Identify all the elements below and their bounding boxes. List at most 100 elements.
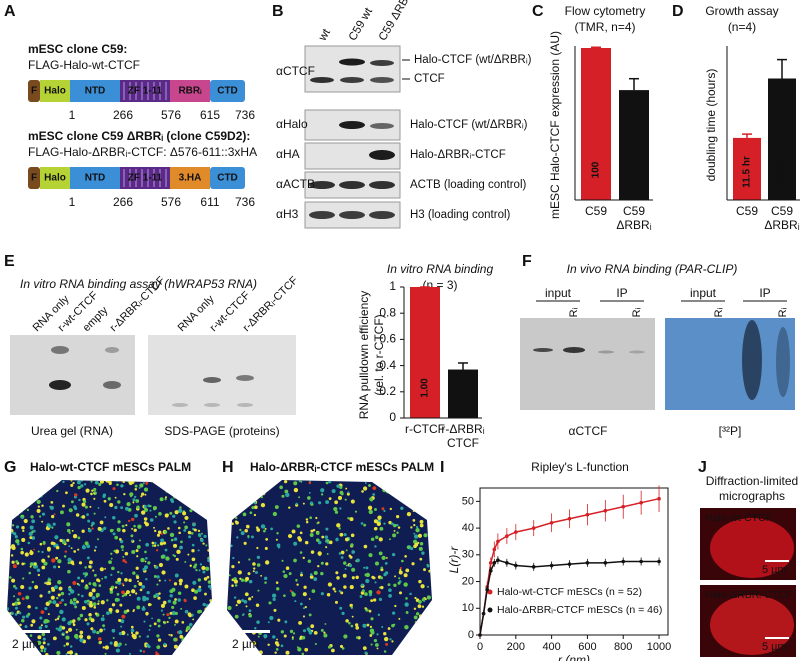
localization	[133, 495, 137, 499]
localization	[39, 515, 42, 518]
localization	[192, 580, 197, 585]
localization	[235, 604, 238, 607]
localization	[68, 531, 71, 534]
localization	[325, 500, 330, 505]
localization	[184, 646, 187, 649]
localization	[31, 580, 35, 584]
localization	[130, 534, 134, 538]
localization	[359, 595, 363, 598]
localization	[209, 587, 212, 590]
localization	[363, 486, 368, 491]
localization	[393, 530, 396, 532]
value-label: 22.5 hr	[777, 156, 788, 188]
localization	[378, 537, 383, 542]
localization	[65, 642, 70, 646]
localization	[169, 532, 175, 538]
y-tick-label: 0	[389, 410, 396, 424]
localization	[102, 646, 105, 649]
localization	[334, 590, 337, 593]
localization	[302, 502, 305, 505]
localization	[370, 537, 375, 542]
localization	[11, 560, 15, 564]
localization	[77, 548, 80, 551]
localization	[230, 652, 235, 655]
point	[531, 565, 536, 569]
localization	[170, 498, 174, 502]
localization	[347, 516, 350, 520]
localization	[193, 528, 197, 532]
localization	[68, 592, 71, 596]
localization	[29, 562, 34, 567]
localization	[13, 532, 17, 536]
localization	[104, 516, 107, 519]
localization	[404, 555, 407, 558]
localization	[15, 560, 19, 564]
localization	[164, 530, 168, 534]
localization	[121, 595, 124, 598]
y-tick-label: 0.8	[379, 305, 396, 319]
localization	[253, 501, 257, 505]
y-axis-label: RNA pulldown efficiency	[357, 291, 371, 420]
localization	[84, 505, 88, 509]
domain	[120, 167, 170, 189]
localization	[9, 576, 12, 579]
localization	[79, 613, 84, 618]
category-label: ΔRBRᵢ	[764, 218, 799, 232]
localization	[86, 635, 91, 640]
band	[103, 381, 121, 389]
localization	[236, 599, 242, 604]
localization	[21, 537, 26, 543]
localization	[98, 637, 102, 641]
localization	[202, 621, 207, 626]
localization	[202, 495, 207, 500]
localization	[153, 508, 156, 511]
localization	[423, 568, 427, 572]
point	[567, 562, 572, 566]
localization	[28, 586, 32, 590]
localization	[131, 549, 136, 554]
localization	[15, 512, 20, 516]
localization	[93, 492, 96, 495]
y-axis-label: mESC Halo-CTCF expression (AU)	[548, 31, 562, 219]
localization	[174, 510, 179, 515]
localization	[21, 597, 25, 601]
localization	[41, 550, 44, 554]
localization	[125, 524, 128, 527]
localization	[132, 498, 136, 502]
localization	[364, 573, 368, 577]
localization	[126, 633, 129, 636]
localization	[285, 566, 290, 570]
localization	[141, 492, 145, 496]
localization	[298, 620, 302, 625]
localization	[112, 532, 116, 536]
localization	[90, 524, 93, 527]
micrograph-label: Halo-wt-CTCF	[705, 512, 772, 524]
localization	[36, 499, 41, 505]
localization	[29, 550, 34, 556]
panel-letter: H	[222, 459, 234, 476]
localization	[54, 535, 59, 540]
localization	[53, 565, 57, 569]
localization	[378, 551, 383, 556]
localization	[71, 529, 74, 532]
localization	[172, 487, 176, 490]
localization	[25, 595, 30, 600]
localization	[81, 594, 84, 598]
domain	[70, 80, 120, 102]
localization	[173, 582, 178, 586]
localization	[197, 529, 201, 532]
localization	[39, 542, 43, 546]
localization	[173, 543, 178, 548]
localization	[315, 516, 318, 520]
localization	[174, 611, 178, 616]
localization	[204, 514, 209, 519]
point	[488, 561, 493, 565]
localization	[119, 603, 123, 607]
localization	[209, 528, 212, 533]
localization	[267, 621, 270, 624]
y-axis-label: doubling time (hours)	[704, 69, 718, 182]
localization	[63, 555, 67, 558]
localization	[351, 615, 354, 618]
localization	[350, 499, 355, 504]
localization	[228, 574, 231, 577]
